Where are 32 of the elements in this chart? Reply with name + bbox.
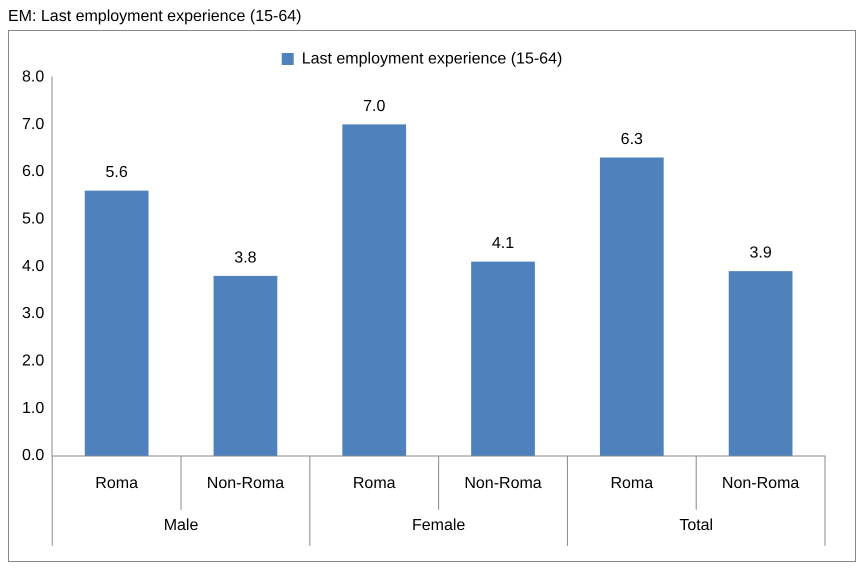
y-tick-label: 2.0: [22, 352, 44, 370]
data-label: 3.8: [234, 249, 257, 266]
bar: [728, 271, 792, 456]
y-tick-label: 1.0: [22, 400, 44, 417]
y-tick-label: 3.0: [22, 305, 44, 322]
y-tick-label: 5.0: [22, 210, 44, 228]
text: Male: [164, 517, 198, 534]
text: Female: [412, 517, 466, 534]
legend-label: Last employment experience (15-64): [302, 50, 562, 68]
data-label: 4.1: [492, 235, 514, 252]
y-tick-label: 0.0: [22, 447, 44, 464]
chart-title: EM: Last employment experience (15-64): [8, 8, 302, 26]
x-tick-label: Roma: [95, 474, 138, 492]
data-label: 5.6: [106, 164, 128, 182]
bar: [471, 262, 535, 456]
y-tick-label: 8.0: [22, 68, 44, 86]
text: Total: [679, 517, 714, 534]
data-label: 6.3: [620, 130, 644, 148]
bar: [600, 157, 664, 456]
bar: [214, 276, 278, 456]
data-label: 3.9: [749, 244, 772, 262]
x-tick-label: Non-Roma: [206, 474, 284, 492]
x-tick-label: Roma: [352, 474, 396, 492]
bar: [342, 124, 406, 456]
x-tick-label: Roma: [610, 474, 654, 492]
x-tick-label: Non-Roma: [464, 474, 542, 492]
x-tick-label: Non-Roma: [722, 474, 800, 492]
bar: [84, 190, 149, 456]
y-tick-label: 4.0: [22, 258, 44, 275]
data-label: 7.0: [363, 98, 386, 115]
y-tick-label: 6.0: [22, 163, 44, 180]
y-tick-label: 7.0: [22, 116, 44, 133]
